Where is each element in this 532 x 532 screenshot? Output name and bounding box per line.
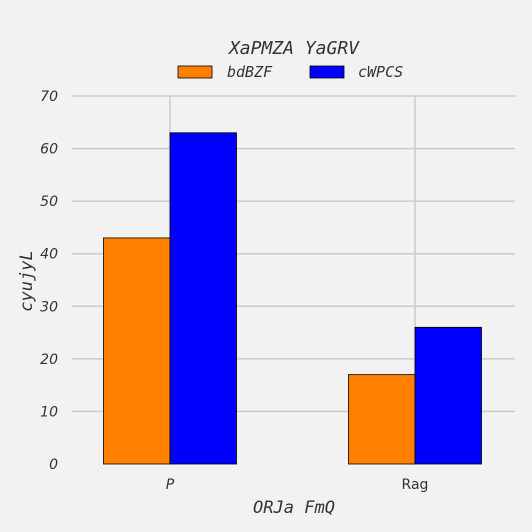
x-tick-label: Rag xyxy=(402,477,429,493)
bars xyxy=(104,133,482,464)
legend-swatch-series-1 xyxy=(178,66,212,78)
chart-title: XaPMZA YaGRV xyxy=(227,38,360,59)
y-tick-label: 10 xyxy=(40,404,58,420)
legend-label-series-2: cWPCS xyxy=(358,63,403,81)
legend-label-series-1: bdBZF xyxy=(227,63,273,81)
legend: bdBZF cWPCS xyxy=(178,63,403,81)
y-tick-label: 50 xyxy=(40,194,58,210)
y-tick-label: 20 xyxy=(40,352,58,368)
y-tick-label: 30 xyxy=(40,299,58,315)
y-tick-label: 0 xyxy=(49,457,58,473)
x-axis-ticks: P Rag xyxy=(166,477,429,493)
x-axis-label: ORJa FmQ xyxy=(253,498,335,518)
y-axis-ticks: 0 10 20 30 40 50 60 70 xyxy=(40,89,58,473)
bar-cWPCS-Rag xyxy=(415,327,482,464)
y-tick-label: 40 xyxy=(40,247,58,263)
legend-swatch-series-2 xyxy=(310,66,344,78)
y-tick-label: 70 xyxy=(40,89,58,105)
y-axis-label: cyujyL xyxy=(17,250,37,311)
y-tick-label: 60 xyxy=(40,142,58,158)
x-tick-label: P xyxy=(166,477,175,493)
bar-bdBZF-P xyxy=(104,238,171,464)
bar-cWPCS-P xyxy=(170,133,237,464)
bar-bdBZF-Rag xyxy=(349,375,416,464)
